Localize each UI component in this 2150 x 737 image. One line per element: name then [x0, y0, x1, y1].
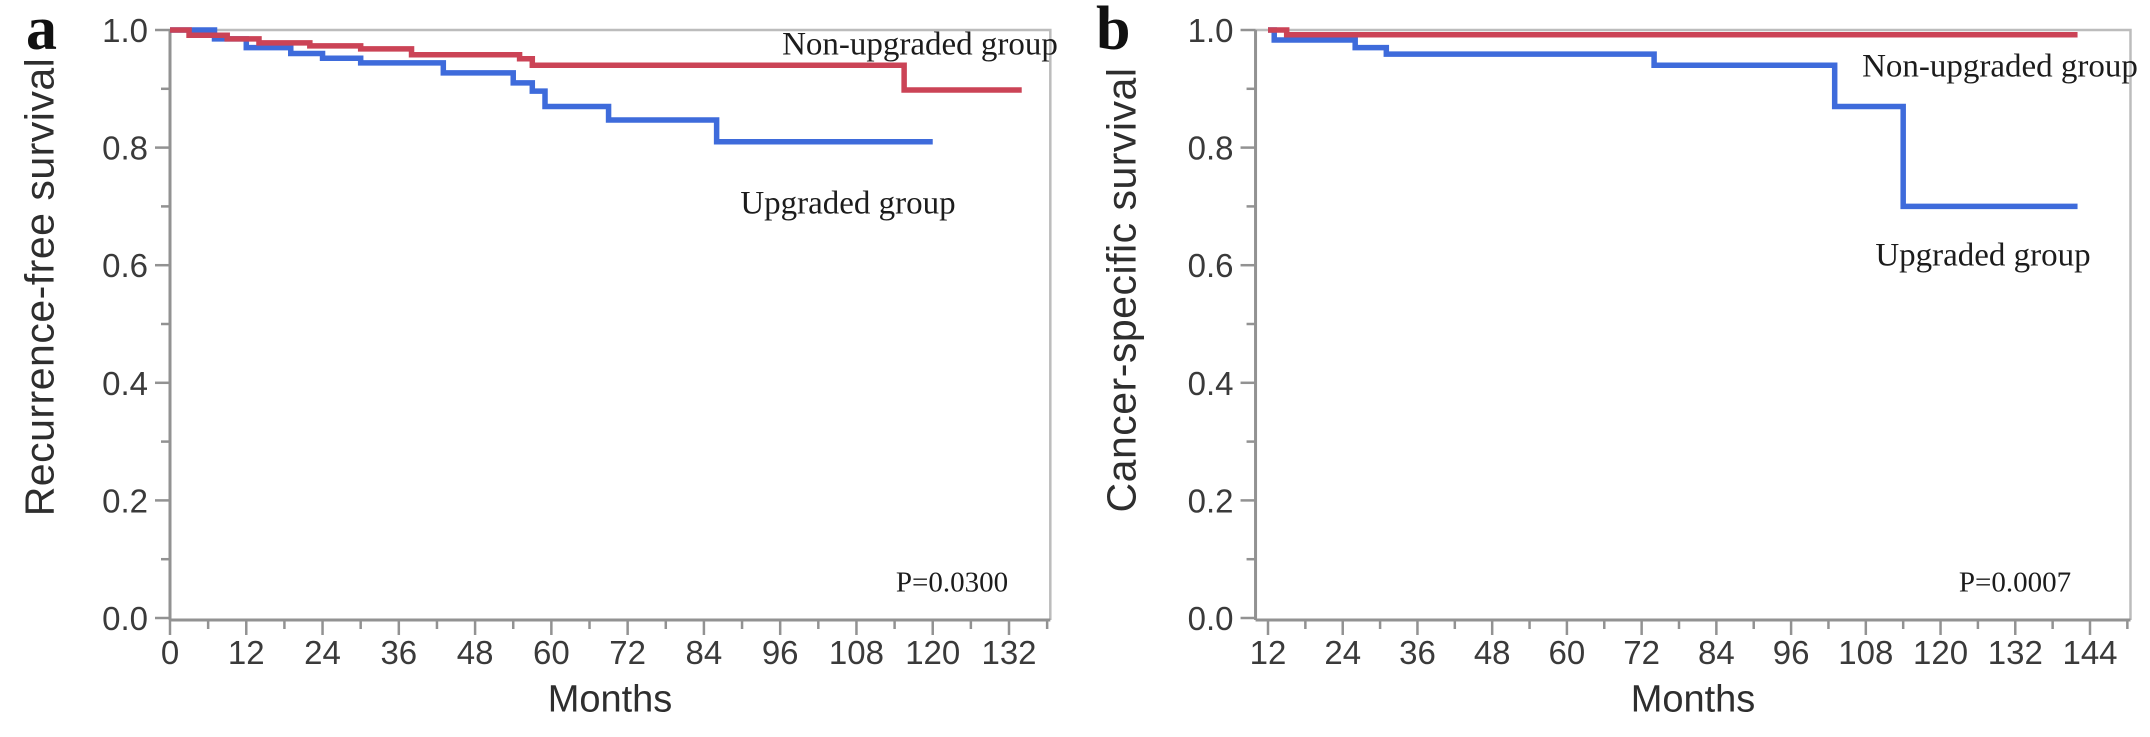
tick-label: 0.2 [1188, 482, 1234, 519]
panel-a-letter: a [26, 0, 57, 63]
tick-label: 84 [1698, 634, 1735, 671]
tick-label: 0.6 [102, 247, 148, 284]
panel-b-non-upgraded-group-label: Non-upgraded group [1862, 48, 2138, 85]
panel-b-x-axis-title: Months [1630, 678, 1756, 721]
tick-label: 132 [1988, 634, 2043, 671]
panel-a-y-axis-title: Recurrence-free survival [16, 57, 63, 517]
tick-label: 120 [905, 634, 960, 671]
tick-label: 0.6 [1188, 247, 1234, 284]
tick-label: 72 [609, 634, 646, 671]
panel-b-letter: b [1096, 0, 1131, 63]
tick-label: 0.0 [102, 600, 148, 637]
km-curve-upgraded [170, 27, 933, 145]
tick-label: 36 [380, 634, 417, 671]
tick-label: 0.0 [1188, 600, 1234, 637]
panel-b-p-value: P=0.0007 [1958, 566, 2072, 599]
tick-label: 96 [762, 634, 799, 671]
panel-a-p-value: P=0.0300 [895, 566, 1009, 599]
tick-label: 0.8 [102, 130, 148, 167]
tick-label: 84 [686, 634, 723, 671]
km-panel-b: 12 24 36 48 60 72 84 96 108 120 132 144 1.0 0.8 0.6 0.4… [1188, 12, 2132, 671]
tick-label: 132 [981, 634, 1036, 671]
tick-label: 144 [2062, 634, 2117, 671]
tick-label: 1.0 [1188, 12, 1234, 49]
tick-label: 1.0 [102, 12, 148, 49]
tick-label: 0 [161, 634, 179, 671]
tick-label: 0.4 [1188, 365, 1234, 402]
km-panel-a: 0 12 24 36 48 60 72 84 96 108 120 132 1.0 0.8 0.6 0.4 0.… [102, 12, 1052, 671]
tick-label: 48 [457, 634, 494, 671]
tick-label: 0.8 [1188, 130, 1234, 167]
panel-a-non-upgraded-group-label: Non-upgraded group [782, 26, 1058, 63]
plot-frame [1255, 28, 2132, 620]
tick-label: 72 [1623, 634, 1660, 671]
panel-b-y-axis-title: Cancer-specific survival [1098, 67, 1145, 513]
tick-label: 12 [1250, 634, 1287, 671]
km-curve-non-upgraded [170, 27, 1022, 93]
tick-label: 24 [1324, 634, 1361, 671]
tick-label: 48 [1474, 634, 1511, 671]
tick-label: 96 [1773, 634, 1810, 671]
tick-label: 60 [1549, 634, 1586, 671]
km-curve-upgraded [1268, 27, 2078, 210]
tick-label: 120 [1913, 634, 1968, 671]
tick-label: 0.4 [102, 365, 148, 402]
panel-b-upgraded-group-label: Upgraded group [1875, 237, 2091, 274]
plot-frame [170, 28, 1052, 620]
panel-a-upgraded-group-label: Upgraded group [740, 185, 956, 222]
panel-a-x-axis-title: Months [547, 678, 673, 721]
tick-label: 0.2 [102, 482, 148, 519]
tick-label: 108 [1838, 634, 1893, 671]
tick-label: 60 [533, 634, 570, 671]
tick-label: 12 [228, 634, 265, 671]
tick-label: 36 [1399, 634, 1436, 671]
km-curve-non-upgraded [1268, 27, 2078, 38]
tick-label: 24 [304, 634, 341, 671]
tick-label: 108 [829, 634, 884, 671]
